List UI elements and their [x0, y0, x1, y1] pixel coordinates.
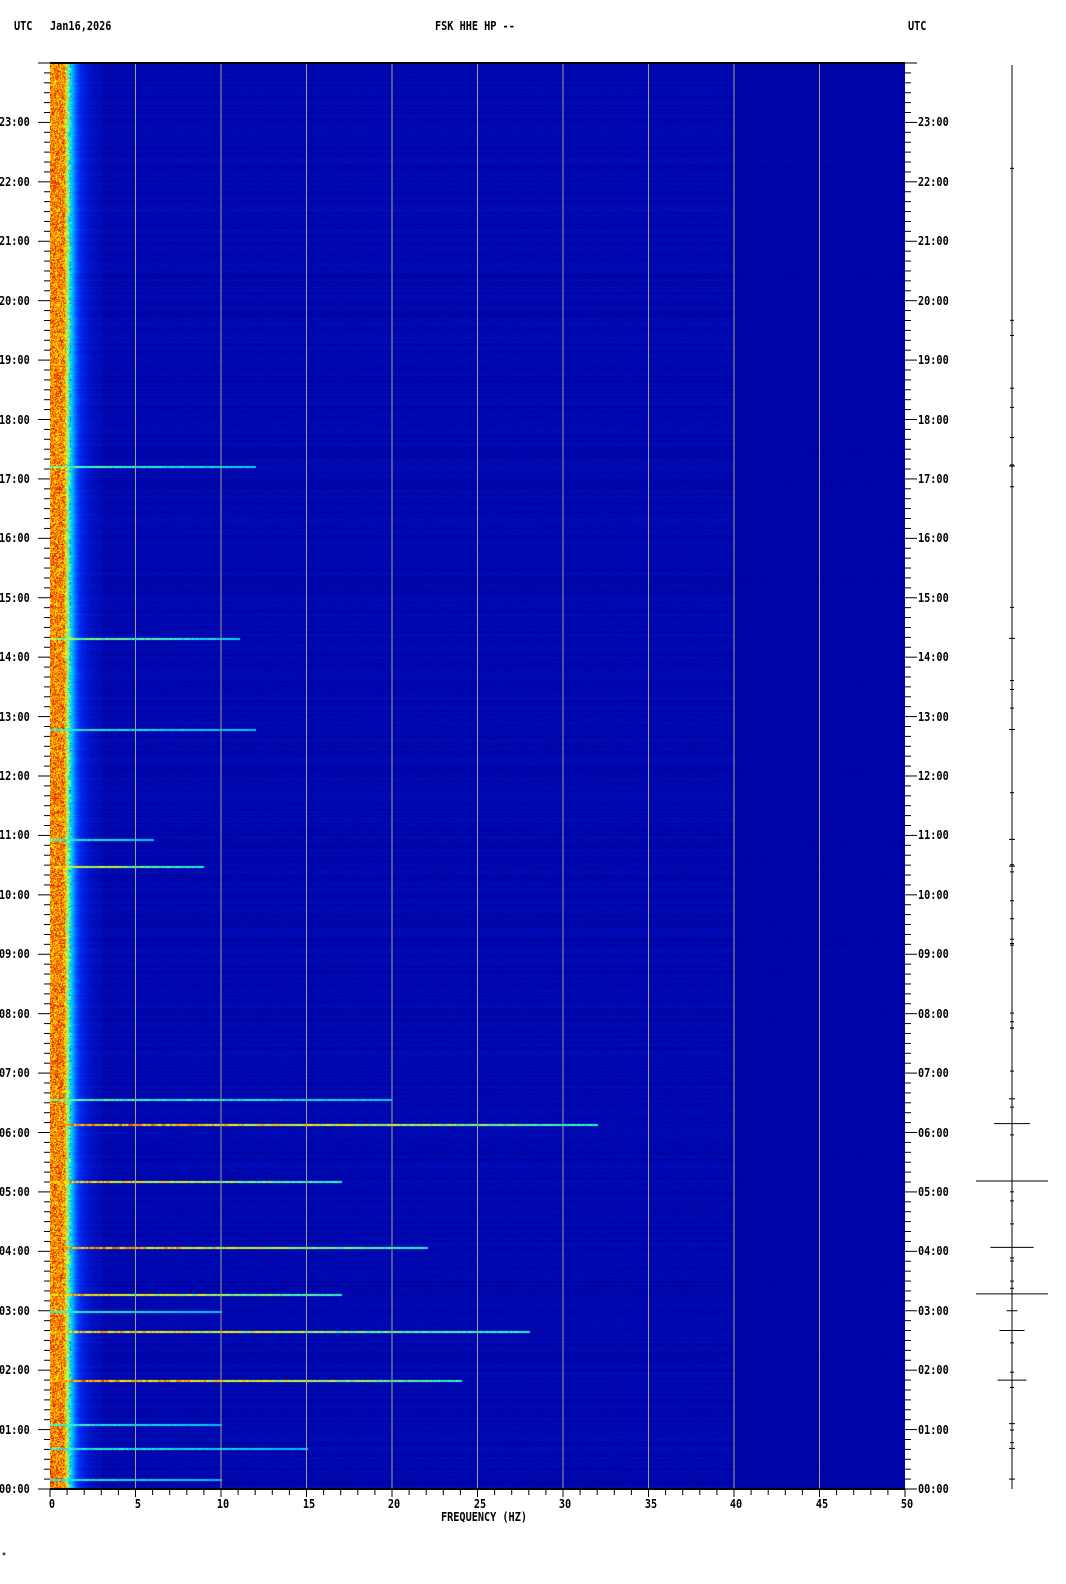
- y-tick-label-left: 15:00: [0, 590, 30, 605]
- y-tick-label-left: 20:00: [0, 293, 30, 308]
- x-tick-label: 15: [302, 1497, 315, 1511]
- y-tick-label-right: 07:00: [918, 1066, 949, 1081]
- y-tick-label-right: 01:00: [918, 1422, 949, 1437]
- y-tick-label-right: 12:00: [918, 769, 949, 783]
- x-tick-label: 20: [387, 1497, 401, 1511]
- y-tick-label-left: 04:00: [0, 1244, 30, 1259]
- y-tick-label-left: 14:00: [0, 650, 30, 665]
- y-tick-label-left: 13:00: [0, 709, 30, 724]
- y-tick-label-left: 01:00: [0, 1422, 30, 1437]
- right-timezone-label: UTC: [908, 19, 927, 33]
- y-tick-label-left: 08:00: [0, 1006, 30, 1021]
- y-tick-label-left: 03:00: [0, 1303, 30, 1318]
- x-tick-label: 5: [134, 1497, 141, 1511]
- y-tick-label-right: 19:00: [918, 353, 949, 368]
- y-tick-label-right: 00:00: [918, 1482, 949, 1496]
- left-timezone-label: UTC: [14, 19, 33, 33]
- y-tick-label-right: 02:00: [918, 1363, 949, 1378]
- y-tick-label-left: 05:00: [0, 1184, 30, 1199]
- x-tick-label: 50: [900, 1497, 914, 1511]
- x-tick-label: 25: [473, 1497, 486, 1511]
- y-tick-label-left: 00:00: [0, 1482, 30, 1496]
- x-tick-label: 45: [815, 1497, 828, 1511]
- y-tick-label-left: 09:00: [0, 947, 30, 962]
- y-tick-label-left: 23:00: [0, 115, 30, 130]
- y-tick-label-right: 06:00: [918, 1125, 949, 1140]
- y-tick-label-left: 21:00: [0, 234, 30, 249]
- x-tick-label: 35: [644, 1497, 657, 1511]
- y-tick-label-left: 12:00: [0, 769, 30, 783]
- y-tick-label-right: 23:00: [918, 115, 949, 130]
- y-tick-label-left: 18:00: [0, 412, 30, 427]
- y-tick-label-right: 10:00: [918, 887, 949, 902]
- y-tick-label-left: 19:00: [0, 353, 30, 368]
- footer-mark: *: [2, 1551, 7, 1560]
- y-tick-label-right: 03:00: [918, 1303, 949, 1318]
- y-tick-label-right: 14:00: [918, 650, 949, 665]
- station-title: FSK HHE HP --: [435, 19, 515, 33]
- y-tick-label-right: 20:00: [918, 293, 949, 308]
- y-tick-label-right: 08:00: [918, 1006, 949, 1021]
- y-tick-label-right: 15:00: [918, 590, 949, 605]
- date-label: Jan16,2026: [50, 19, 112, 33]
- x-tick-label: 40: [729, 1497, 743, 1511]
- y-tick-label-left: 07:00: [0, 1066, 30, 1081]
- y-tick-label-right: 17:00: [918, 471, 949, 486]
- y-tick-label-left: 10:00: [0, 887, 30, 902]
- y-tick-label-right: 22:00: [918, 174, 949, 189]
- x-tick-label: 30: [558, 1497, 572, 1511]
- y-tick-label-left: 11:00: [0, 828, 30, 843]
- x-tick-label: 0: [48, 1497, 56, 1511]
- y-tick-label-left: 17:00: [0, 471, 30, 486]
- x-tick-label: 10: [216, 1497, 230, 1511]
- y-tick-label-right: 13:00: [918, 709, 949, 724]
- y-tick-label-right: 21:00: [918, 234, 949, 249]
- y-tick-label-right: 05:00: [918, 1184, 949, 1199]
- y-tick-label-right: 04:00: [918, 1244, 949, 1259]
- y-tick-label-left: 22:00: [0, 174, 30, 189]
- x-axis-title: FREQUENCY (HZ): [441, 1510, 527, 1524]
- y-tick-label-left: 06:00: [0, 1125, 30, 1140]
- y-tick-label-left: 02:00: [0, 1363, 30, 1378]
- y-tick-label-right: 18:00: [918, 412, 949, 427]
- y-tick-label-right: 16:00: [918, 531, 949, 546]
- y-tick-label-right: 09:00: [918, 947, 949, 962]
- y-tick-label-left: 16:00: [0, 531, 30, 546]
- y-tick-label-right: 11:00: [918, 828, 949, 843]
